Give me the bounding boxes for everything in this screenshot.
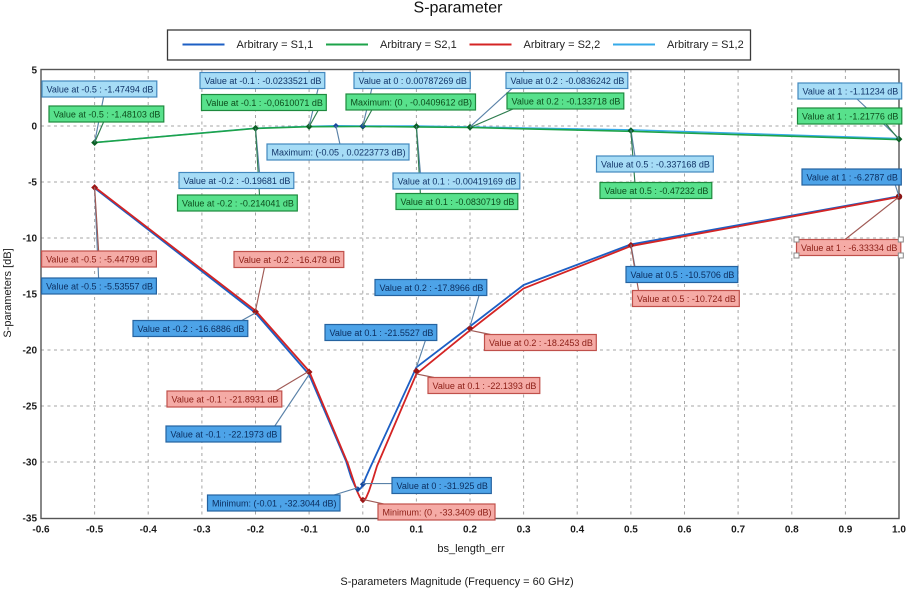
svg-text:-30: -30 [23, 458, 38, 469]
svg-text:0.1: 0.1 [409, 525, 423, 536]
svg-text:Value at -0.1 : -0.0233521 dB: Value at -0.1 : -0.0233521 dB [205, 76, 322, 86]
svg-text:Value at 0.5 : -0.47232 dB: Value at 0.5 : -0.47232 dB [605, 186, 709, 196]
svg-text:0.6: 0.6 [678, 525, 692, 536]
svg-text:Value at -0.1 : -22.1973 dB: Value at -0.1 : -22.1973 dB [171, 429, 278, 439]
svg-text:-0.5: -0.5 [86, 525, 104, 536]
svg-text:Value at 0.5 : -0.337168 dB: Value at 0.5 : -0.337168 dB [601, 159, 710, 169]
svg-text:Value at 1 : -1.11234 dB: Value at 1 : -1.11234 dB [803, 86, 899, 96]
svg-text:-35: -35 [23, 514, 38, 525]
svg-text:bs_length_err: bs_length_err [437, 543, 505, 555]
svg-text:S-parameter: S-parameter [414, 0, 504, 17]
svg-text:-0.3: -0.3 [193, 525, 211, 536]
svg-text:Maximum: (0 , -0.0409612 dB): Maximum: (0 , -0.0409612 dB) [351, 97, 473, 107]
svg-text:-0.2: -0.2 [247, 525, 265, 536]
svg-text:0.3: 0.3 [517, 525, 531, 536]
svg-text:0.9: 0.9 [838, 525, 852, 536]
svg-text:Value at 0.1 : -21.5527 dB: Value at 0.1 : -21.5527 dB [330, 328, 434, 338]
svg-text:Maximum: (-0.05 , 0.0223773 dB: Maximum: (-0.05 , 0.0223773 dB) [272, 147, 406, 157]
svg-text:0.8: 0.8 [785, 525, 799, 536]
svg-text:0.0: 0.0 [356, 525, 370, 536]
svg-text:Value at 0.1 : -0.0830719 dB: Value at 0.1 : -0.0830719 dB [401, 197, 515, 207]
svg-text:Value at 0.1 : -22.1393 dB: Value at 0.1 : -22.1393 dB [433, 381, 537, 391]
svg-text:Value at 1 : -1.21776 dB: Value at 1 : -1.21776 dB [802, 111, 898, 121]
svg-text:-0.4: -0.4 [140, 525, 158, 536]
svg-text:Value at -0.1 : -21.8931 dB: Value at -0.1 : -21.8931 dB [172, 394, 279, 404]
svg-text:Value at -0.5 : -5.44799 dB: Value at -0.5 : -5.44799 dB [46, 254, 153, 264]
svg-text:Value at 0.5 : -10.724 dB: Value at 0.5 : -10.724 dB [637, 294, 736, 304]
svg-text:Arbitrary = S1,1: Arbitrary = S1,1 [237, 39, 314, 51]
svg-text:Value at 0 : -31.925 dB: Value at 0 : -31.925 dB [397, 481, 488, 491]
svg-text:Arbitrary = S2,1: Arbitrary = S2,1 [380, 39, 457, 51]
svg-text:Minimum: (-0.01 , -32.3044 dB): Minimum: (-0.01 , -32.3044 dB) [212, 498, 337, 508]
svg-text:-0.1: -0.1 [300, 525, 318, 536]
svg-text:Value at -0.2 : -0.19681 dB: Value at -0.2 : -0.19681 dB [184, 176, 291, 186]
svg-text:S-parameters Magnitude (Freque: S-parameters Magnitude (Frequency = 60 G… [340, 576, 573, 588]
svg-text:Value at 0.5 : -10.5706 dB: Value at 0.5 : -10.5706 dB [631, 270, 735, 280]
svg-text:Value at 0.2 : -18.2453 dB: Value at 0.2 : -18.2453 dB [489, 338, 593, 348]
svg-text:Value at -0.5 : -1.48103 dB: Value at -0.5 : -1.48103 dB [54, 109, 161, 119]
svg-text:S-parameters [dB]: S-parameters [dB] [2, 248, 14, 337]
svg-text:Minimum: (0 , -33.3409 dB): Minimum: (0 , -33.3409 dB) [383, 507, 492, 517]
svg-text:0.2: 0.2 [463, 525, 477, 536]
svg-text:-10: -10 [23, 234, 38, 245]
svg-text:Value at -0.2 : -16.478 dB: Value at -0.2 : -16.478 dB [239, 255, 341, 265]
svg-text:-20: -20 [23, 346, 38, 357]
svg-text:1.0: 1.0 [892, 525, 906, 536]
svg-text:Value at -0.1 : -0,0610071 dB: Value at -0.1 : -0,0610071 dB [206, 98, 323, 108]
svg-text:Value at 0.2 : -0.0836242 dB: Value at 0.2 : -0.0836242 dB [511, 76, 625, 86]
svg-text:-25: -25 [23, 402, 38, 413]
svg-text:Value at -0.2 : -0.214041 dB: Value at -0.2 : -0.214041 dB [182, 198, 294, 208]
svg-text:Value at -0.5 : -1.47494 dB: Value at -0.5 : -1.47494 dB [47, 84, 154, 94]
svg-text:0.4: 0.4 [570, 525, 584, 536]
svg-text:0.5: 0.5 [624, 525, 638, 536]
svg-text:Arbitrary = S2,2: Arbitrary = S2,2 [524, 39, 601, 51]
svg-text:Value at 0.1 : -0.00419169 dB: Value at 0.1 : -0.00419169 dB [398, 176, 517, 186]
svg-text:Value at -0.2 : -16.6886 dB: Value at -0.2 : -16.6886 dB [138, 324, 245, 334]
svg-text:-0.6: -0.6 [32, 525, 50, 536]
svg-text:Value at 0 : 0.00787269 dB: Value at 0 : 0.00787269 dB [359, 76, 467, 86]
svg-text:Value at 0.2 : -17.8966 dB: Value at 0.2 : -17.8966 dB [380, 283, 484, 293]
svg-text:0.7: 0.7 [731, 525, 745, 536]
svg-text:Value at 1 : -6.2787 dB: Value at 1 : -6.2787 dB [807, 172, 898, 182]
svg-text:-5: -5 [28, 178, 37, 189]
svg-text:Arbitrary = S1,2: Arbitrary = S1,2 [667, 39, 744, 51]
svg-text:Value at 0.2 : -0.133718 dB: Value at 0.2 : -0.133718 dB [512, 96, 621, 106]
svg-text:-15: -15 [23, 290, 38, 301]
svg-text:Value at 1 : -6.33334 dB: Value at 1 : -6.33334 dB [801, 243, 897, 253]
svg-text:Value at -0.5 : -5.53557 dB: Value at -0.5 : -5.53557 dB [46, 281, 153, 291]
svg-text:0: 0 [31, 122, 37, 133]
svg-text:5: 5 [31, 66, 37, 77]
